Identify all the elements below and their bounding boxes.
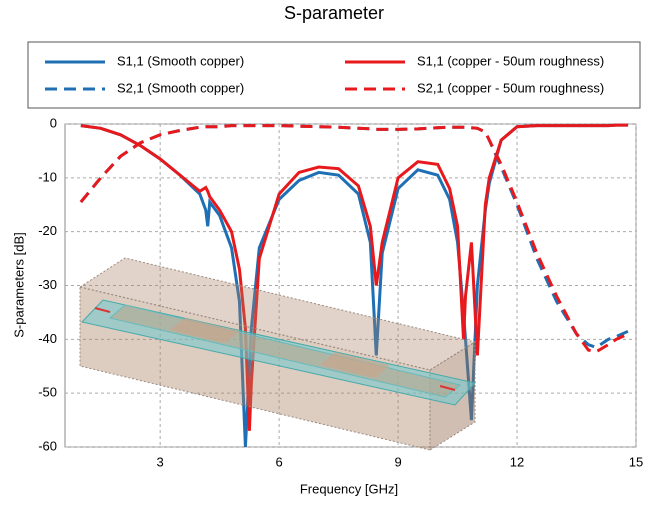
y-tick-label: -10 (38, 169, 57, 184)
board-inset (78, 257, 477, 451)
x-tick-label: 6 (276, 454, 283, 469)
legend-box (27, 41, 641, 109)
x-axis-label: Frequency [GHz] (300, 481, 398, 496)
x-tick-label: 15 (629, 454, 643, 469)
y-tick-label: -20 (38, 223, 57, 238)
y-axis-label: S-parameters [dB] (11, 232, 26, 338)
y-tick-label: 0 (50, 115, 57, 130)
legend-label: S2,1 (Smooth copper) (117, 80, 244, 95)
series-line (79, 124, 629, 354)
legend-label: S1,1 (Smooth copper) (117, 53, 244, 68)
legend-label: S2,1 (copper - 50um roughness) (417, 80, 604, 95)
y-tick-label: -60 (38, 438, 57, 453)
y-tick-label: -50 (38, 385, 57, 400)
chart-title: S-parameter (284, 3, 384, 23)
x-tick-label: 12 (510, 454, 524, 469)
legend-label: S1,1 (copper - 50um roughness) (417, 53, 604, 68)
series-line (80, 123, 629, 431)
x-tick-label: 9 (394, 454, 401, 469)
y-tick-label: -30 (38, 277, 57, 292)
x-tick-label: 3 (157, 454, 164, 469)
y-tick-label: -40 (38, 331, 57, 346)
